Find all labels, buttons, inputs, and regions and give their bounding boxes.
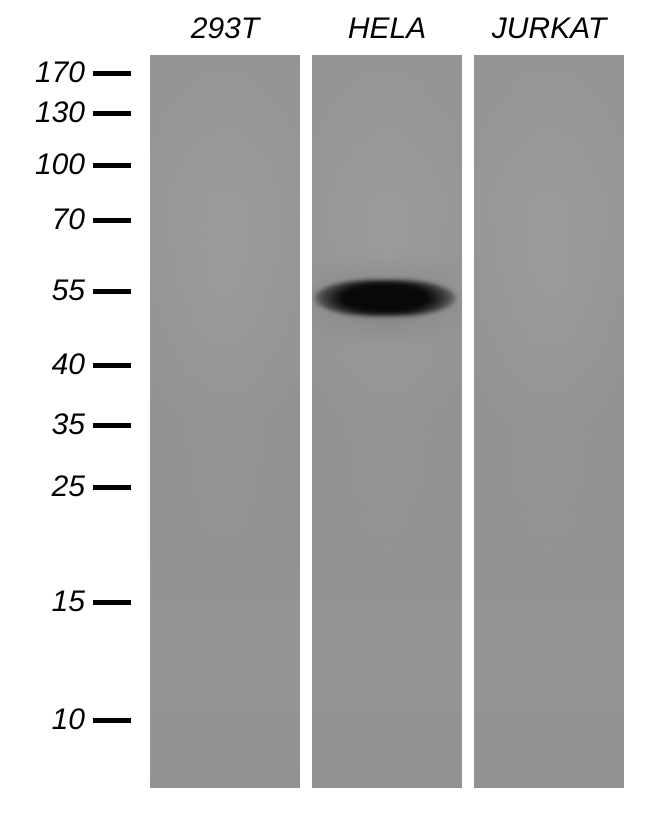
mw-label-40: 40 [52, 348, 85, 382]
mw-label-130: 130 [35, 96, 85, 130]
lane-label-lane-hela: HELA [312, 12, 462, 46]
mw-tick-55 [93, 289, 131, 294]
mw-tick-35 [93, 423, 131, 428]
mw-tick-40 [93, 363, 131, 368]
mw-label-35: 35 [52, 408, 85, 442]
mw-label-100: 100 [35, 148, 85, 182]
band-lane-hela-55kda [314, 280, 456, 316]
mw-label-10: 10 [52, 703, 85, 737]
lane-label-lane-293t: 293T [150, 12, 300, 46]
lane-hela [312, 55, 462, 788]
lane-jurkat [474, 55, 624, 788]
western-blot-figure: 293T HELA JURKAT 170 130 100 70 55 40 35 25 15 10 [0, 0, 650, 813]
lane-label-lane-jurkat: JURKAT [474, 12, 624, 46]
mw-label-25: 25 [52, 470, 85, 504]
mw-tick-100 [93, 163, 131, 168]
mw-tick-70 [93, 218, 131, 223]
mw-label-170: 170 [35, 56, 85, 90]
mw-label-55: 55 [52, 274, 85, 308]
mw-tick-25 [93, 485, 131, 490]
mw-tick-10 [93, 718, 131, 723]
mw-label-15: 15 [52, 585, 85, 619]
lane-293t [150, 55, 300, 788]
mw-tick-15 [93, 600, 131, 605]
mw-tick-170 [93, 71, 131, 76]
mw-label-70: 70 [52, 203, 85, 237]
mw-tick-130 [93, 111, 131, 116]
